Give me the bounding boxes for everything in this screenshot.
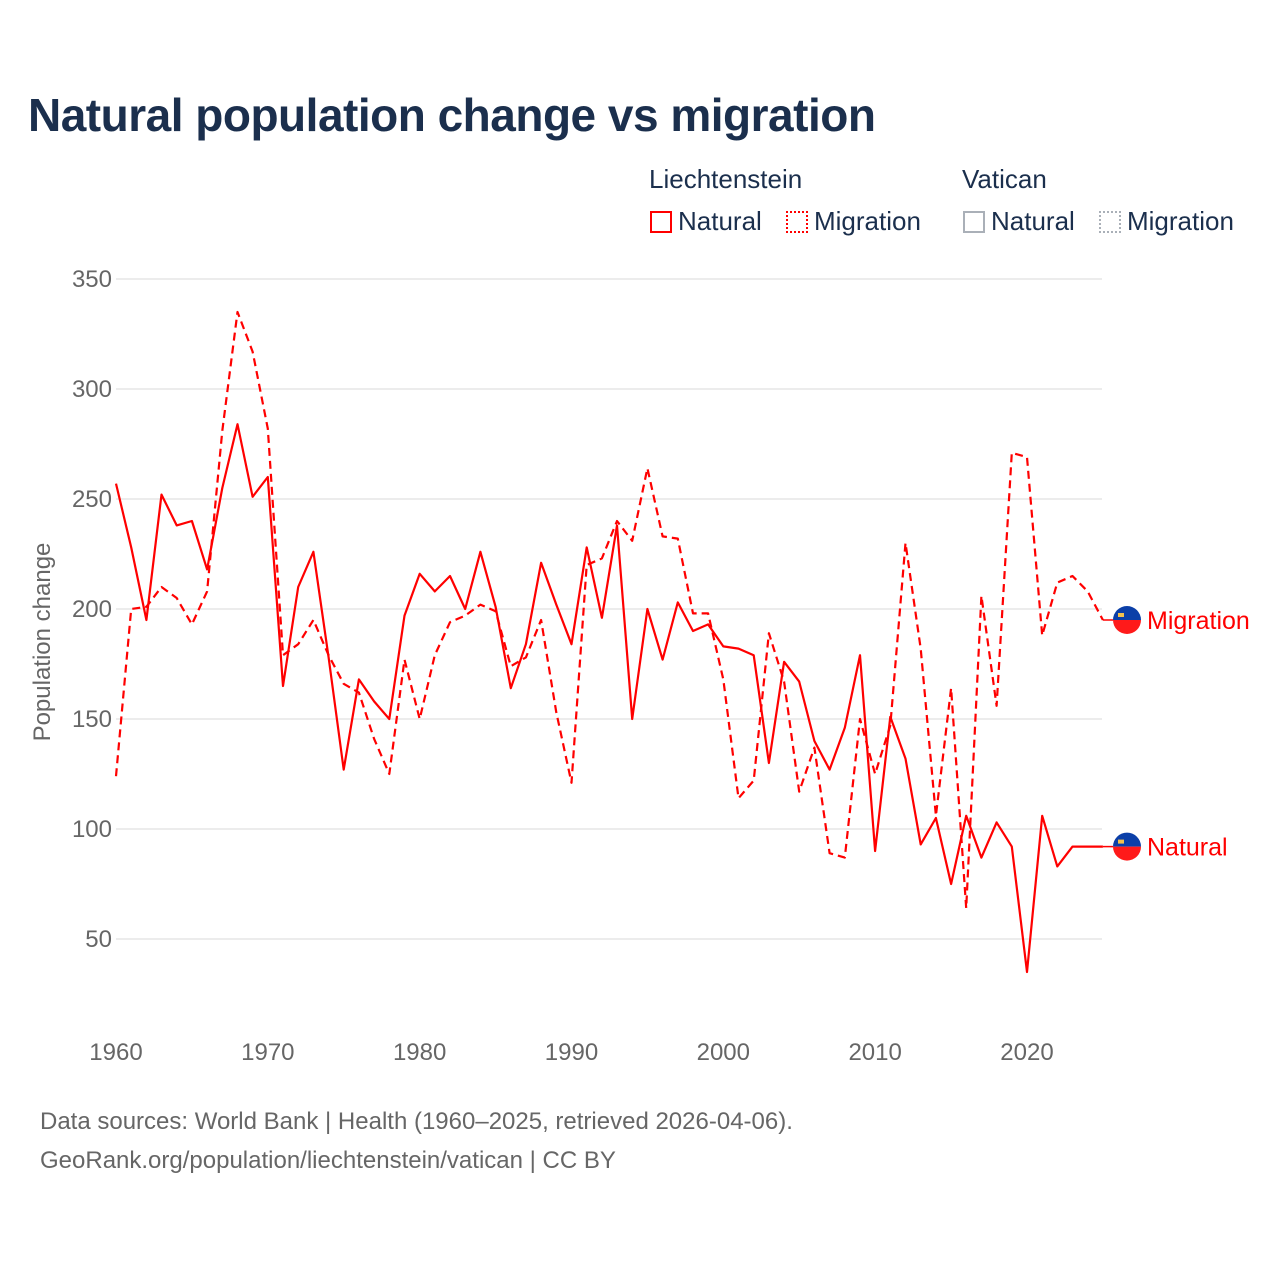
legend-group-liechtenstein: Liechtenstein (649, 164, 803, 194)
legend-vatican-migration[interactable]: Migration (1099, 206, 1234, 237)
liechtenstein-flag-icon (1113, 832, 1141, 861)
flag-red-half (1113, 846, 1141, 861)
footer-link[interactable]: GeoRank.org/population/liechtenstein/vat… (40, 1147, 616, 1174)
y-tick-label: 250 (72, 486, 112, 513)
crown-icon (1118, 613, 1124, 617)
x-tick-label: 2020 (1000, 1039, 1053, 1066)
x-tick-label: 2000 (697, 1039, 750, 1066)
end-label: Natural (1147, 834, 1228, 862)
flag-red-half (1113, 620, 1141, 634)
footer-source: Data sources: World Bank | Health (1960–… (40, 1108, 793, 1135)
x-tick-label: 2010 (848, 1039, 901, 1066)
liechtenstein-flag-icon (1113, 606, 1141, 634)
legend-label: Natural (991, 206, 1075, 236)
y-tick-label: 300 (72, 376, 112, 403)
legend-label: Migration (814, 206, 921, 236)
y-axis-label: Population change (29, 543, 56, 742)
y-tick-label: 350 (72, 266, 112, 293)
legend-group-vatican: Vatican (962, 164, 1047, 194)
flag-blue-half (1113, 832, 1141, 847)
y-tick-label: 150 (72, 706, 112, 733)
legend-liechtenstein-migration[interactable]: Migration (786, 206, 921, 237)
x-tick-label: 1970 (241, 1039, 294, 1066)
dotted-swatch-icon (1099, 210, 1121, 233)
x-tick-label: 1990 (545, 1039, 598, 1066)
solid-swatch-icon (650, 210, 672, 233)
chart-title: Natural population change vs migration (28, 89, 876, 141)
end-label: Migration (1147, 607, 1250, 635)
y-tick-label: 100 (72, 816, 112, 843)
x-tick-label: 1980 (393, 1039, 446, 1066)
legend-label: Natural (678, 206, 762, 236)
legend-vatican-natural[interactable]: Natural (963, 206, 1075, 237)
dotted-swatch-icon (786, 210, 808, 233)
crown-icon (1118, 839, 1124, 844)
series-line-natural (114, 423, 1103, 974)
legend-liechtenstein-natural[interactable]: Natural (650, 206, 762, 237)
x-tick-label: 1960 (89, 1039, 142, 1066)
series-line-migration (114, 310, 1104, 910)
flag-blue-half (1113, 606, 1141, 620)
y-tick-label: 200 (72, 596, 112, 623)
legend-label: Migration (1127, 206, 1234, 236)
solid-swatch-icon (963, 210, 985, 233)
y-tick-label: 50 (85, 926, 112, 953)
